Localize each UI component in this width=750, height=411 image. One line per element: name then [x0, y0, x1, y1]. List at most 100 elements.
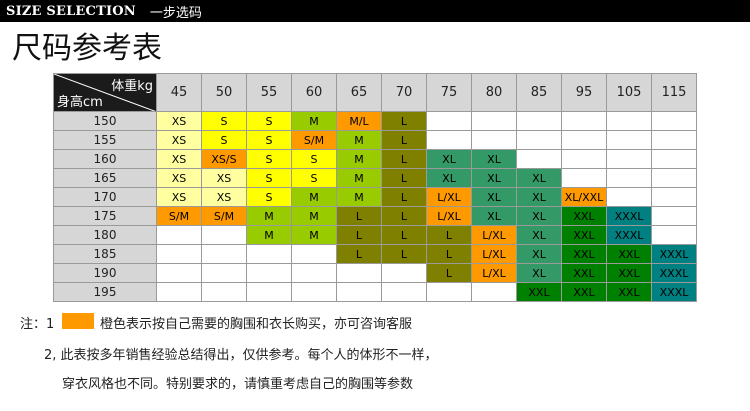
size-cell: [651, 130, 697, 150]
size-cell: L: [381, 149, 427, 169]
size-cell: XL: [516, 168, 562, 188]
weight-header-cell: 105: [606, 73, 652, 112]
size-cell: XL: [516, 263, 562, 283]
size-cell: [156, 263, 202, 283]
size-cell: XL: [516, 225, 562, 245]
size-cell: XS: [156, 130, 202, 150]
size-cell: [606, 130, 652, 150]
size-cell: XXL: [606, 263, 652, 283]
size-cell: XL: [471, 149, 517, 169]
size-cell: [651, 187, 697, 207]
size-cell: L: [381, 206, 427, 226]
size-cell: XL: [426, 149, 472, 169]
size-cell: [291, 282, 337, 302]
height-header-cell: 180: [53, 225, 157, 245]
size-cell: XS: [156, 149, 202, 169]
size-cell: XXL: [606, 244, 652, 264]
note-line-3: 穿衣风格也不同。特别要求的，请慎重考虑自己的胸围等参数: [62, 377, 414, 392]
size-cell: M: [336, 168, 382, 188]
size-cell: [516, 130, 562, 150]
weight-header-cell: 45: [156, 73, 202, 112]
size-cell: L: [336, 225, 382, 245]
height-header-cell: 155: [53, 130, 157, 150]
size-cell: [201, 282, 247, 302]
size-cell: [606, 187, 652, 207]
size-cell: [561, 168, 607, 188]
corner-weight-label: 体重kg: [111, 79, 153, 94]
size-cell: XXL: [606, 282, 652, 302]
size-cell: L/XL: [471, 244, 517, 264]
size-cell: [651, 225, 697, 245]
size-cell: M: [336, 187, 382, 207]
height-header-cell: 160: [53, 149, 157, 169]
height-header-cell: 170: [53, 187, 157, 207]
weight-header-cell: 70: [381, 73, 427, 112]
height-header-cell: 195: [53, 282, 157, 302]
table-row: 165 XS XS S S M L XL XL XL: [53, 168, 697, 188]
page-title: 尺码参考表: [12, 31, 162, 66]
size-cell: M: [291, 187, 337, 207]
size-cell: L: [381, 244, 427, 264]
size-cell: L: [336, 244, 382, 264]
table-row: 185 L L L L/XL XL XXL XXL XXXL: [53, 244, 697, 264]
size-cell: XL: [471, 187, 517, 207]
corner-diagonal-line: [54, 74, 155, 111]
orange-color-swatch: [62, 313, 94, 329]
size-cell: [201, 263, 247, 283]
size-cell: [561, 149, 607, 169]
size-cell: XS: [156, 187, 202, 207]
height-header-cell: 165: [53, 168, 157, 188]
size-cell: [561, 111, 607, 131]
size-cell: M: [246, 206, 292, 226]
size-cell: XXXL: [651, 263, 697, 283]
size-cell: [606, 111, 652, 131]
size-cell: [651, 206, 697, 226]
size-cell: XXL: [561, 282, 607, 302]
size-cell: S: [201, 130, 247, 150]
size-cell: [156, 244, 202, 264]
table-row: 170 XS XS S M M L L/XL XL XL XL/XXL: [53, 187, 697, 207]
table-row: 195 XXL XXL XXL XXXL: [53, 282, 697, 302]
size-cell: [156, 282, 202, 302]
size-cell: [336, 263, 382, 283]
size-cell: XS: [201, 187, 247, 207]
size-cell: [471, 130, 517, 150]
section-header: SIZE SELECTION 一步选码: [0, 0, 750, 22]
size-cell: XS: [201, 168, 247, 188]
size-cell: [426, 111, 472, 131]
size-cell: [246, 282, 292, 302]
size-cell: [516, 149, 562, 169]
size-cell: [381, 263, 427, 283]
size-cell: XXXL: [651, 244, 697, 264]
size-cell: [246, 244, 292, 264]
size-cell: XXXL: [606, 206, 652, 226]
size-cell: L: [381, 130, 427, 150]
size-cell: XS/S: [201, 149, 247, 169]
weight-header-cell: 60: [291, 73, 337, 112]
size-cell: [651, 168, 697, 188]
size-cell: [606, 168, 652, 188]
size-cell: [336, 282, 382, 302]
size-cell: XXL: [516, 282, 562, 302]
size-cell: XL: [471, 206, 517, 226]
size-cell: XS: [156, 111, 202, 131]
size-cell: [156, 225, 202, 245]
size-cell: M: [291, 206, 337, 226]
size-cell: [426, 130, 472, 150]
size-cell: XL: [426, 168, 472, 188]
size-cell: [561, 130, 607, 150]
size-cell: M: [246, 225, 292, 245]
table-row: 155 XS S S S/M M L: [53, 130, 697, 150]
weight-header-row: 体重kg 身高cm 45 50 55 60 65 70 75 80 85 95 105 115: [53, 73, 697, 112]
size-cell: L: [426, 225, 472, 245]
note-line-1: 橙色表示按自己需要的胸围和衣长购买，亦可咨询客服: [100, 317, 413, 332]
corner-height-label: 身高cm: [57, 95, 103, 110]
size-cell: [291, 263, 337, 283]
size-cell: L: [426, 244, 472, 264]
size-cell: XL: [516, 206, 562, 226]
weight-header-cell: 75: [426, 73, 472, 112]
size-cell: S: [246, 130, 292, 150]
size-cell: [471, 111, 517, 131]
size-cell: L/XL: [426, 187, 472, 207]
height-header-cell: 175: [53, 206, 157, 226]
